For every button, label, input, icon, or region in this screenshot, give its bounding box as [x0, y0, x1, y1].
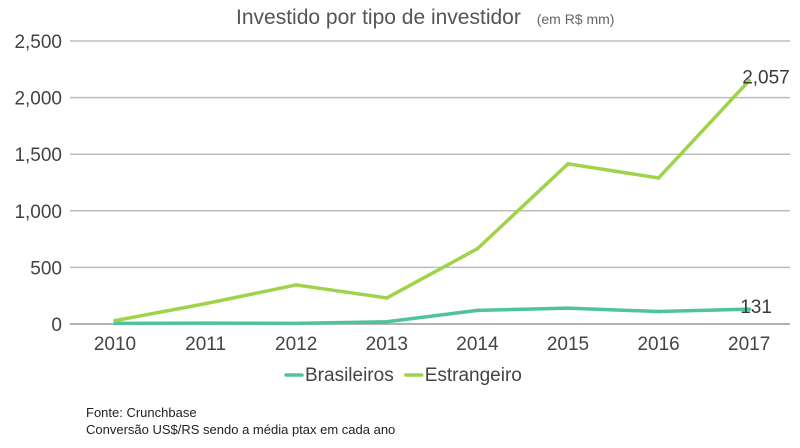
legend-entry: Brasileiros [305, 365, 394, 386]
data-point-estrangeiro [566, 162, 570, 166]
x-tick-label: 2016 [637, 334, 679, 355]
series-line-estrangeiro [113, 78, 751, 323]
data-point-brasileiros [113, 321, 117, 326]
data-point-estrangeiro [203, 301, 208, 306]
data-point-estrangeiro [385, 296, 389, 300]
legend-entry: Estrangeiro [425, 365, 522, 386]
data-point-estrangeiro [294, 283, 299, 287]
data-point-brasileiros [203, 321, 208, 325]
y-tick-label: 2,500 [14, 32, 62, 53]
series-line-brasileiros [113, 306, 751, 326]
data-label: 131 [740, 297, 772, 318]
gridlines [70, 40, 790, 325]
y-tick-label: 2,000 [14, 89, 62, 110]
chart-subtitle: (em R$ mm) [537, 11, 615, 27]
data-point-estrangeiro [747, 78, 751, 83]
series-lines [113, 78, 751, 326]
data-labels: 2,057 131 [740, 68, 790, 319]
line-chart: Investido por tipo de investidor (em R$ … [14, 6, 790, 386]
data-point-brasileiros [475, 308, 480, 313]
data-point-brasileiros [656, 309, 661, 314]
x-tick-label: 2012 [275, 334, 317, 355]
y-tick-label: 0 [51, 315, 62, 336]
source-note: Fonte: Crunchbase [86, 405, 197, 420]
x-tick-label: 2013 [366, 334, 408, 355]
x-tick-label: 2015 [547, 334, 589, 355]
data-point-brasileiros [566, 306, 570, 310]
data-point-brasileiros [385, 319, 389, 324]
x-tick-label: 2010 [94, 334, 136, 355]
y-axis: 0 500 1,000 1,500 2,000 2,500 [14, 32, 62, 336]
conversion-note: Conversão US$/RS sendo a média ptax em c… [86, 422, 396, 437]
y-tick-label: 1,500 [14, 145, 62, 166]
data-point-brasileiros [294, 321, 299, 326]
x-tick-label: 2017 [728, 334, 770, 355]
y-tick-label: 500 [30, 258, 62, 279]
data-point-estrangeiro [475, 246, 480, 251]
data-point-estrangeiro [656, 176, 661, 180]
data-point-brasileiros [747, 307, 751, 311]
legend: Brasileiros Estrangeiro [284, 365, 522, 386]
data-point-estrangeiro [113, 318, 117, 323]
footer: Fonte: Crunchbase Conversão US$/RS sendo… [86, 404, 395, 438]
chart-title: Investido por tipo de investidor (em R$ … [236, 6, 614, 29]
y-tick-label: 1,000 [14, 202, 62, 223]
x-tick-label: 2014 [456, 334, 499, 355]
x-tick-label: 2011 [185, 334, 226, 355]
x-axis: 2010 2011 2012 2013 2014 2015 2016 2017 [94, 334, 770, 355]
chart-title-main: Investido por tipo de investidor [236, 6, 521, 29]
data-label: 2,057 [742, 68, 790, 89]
